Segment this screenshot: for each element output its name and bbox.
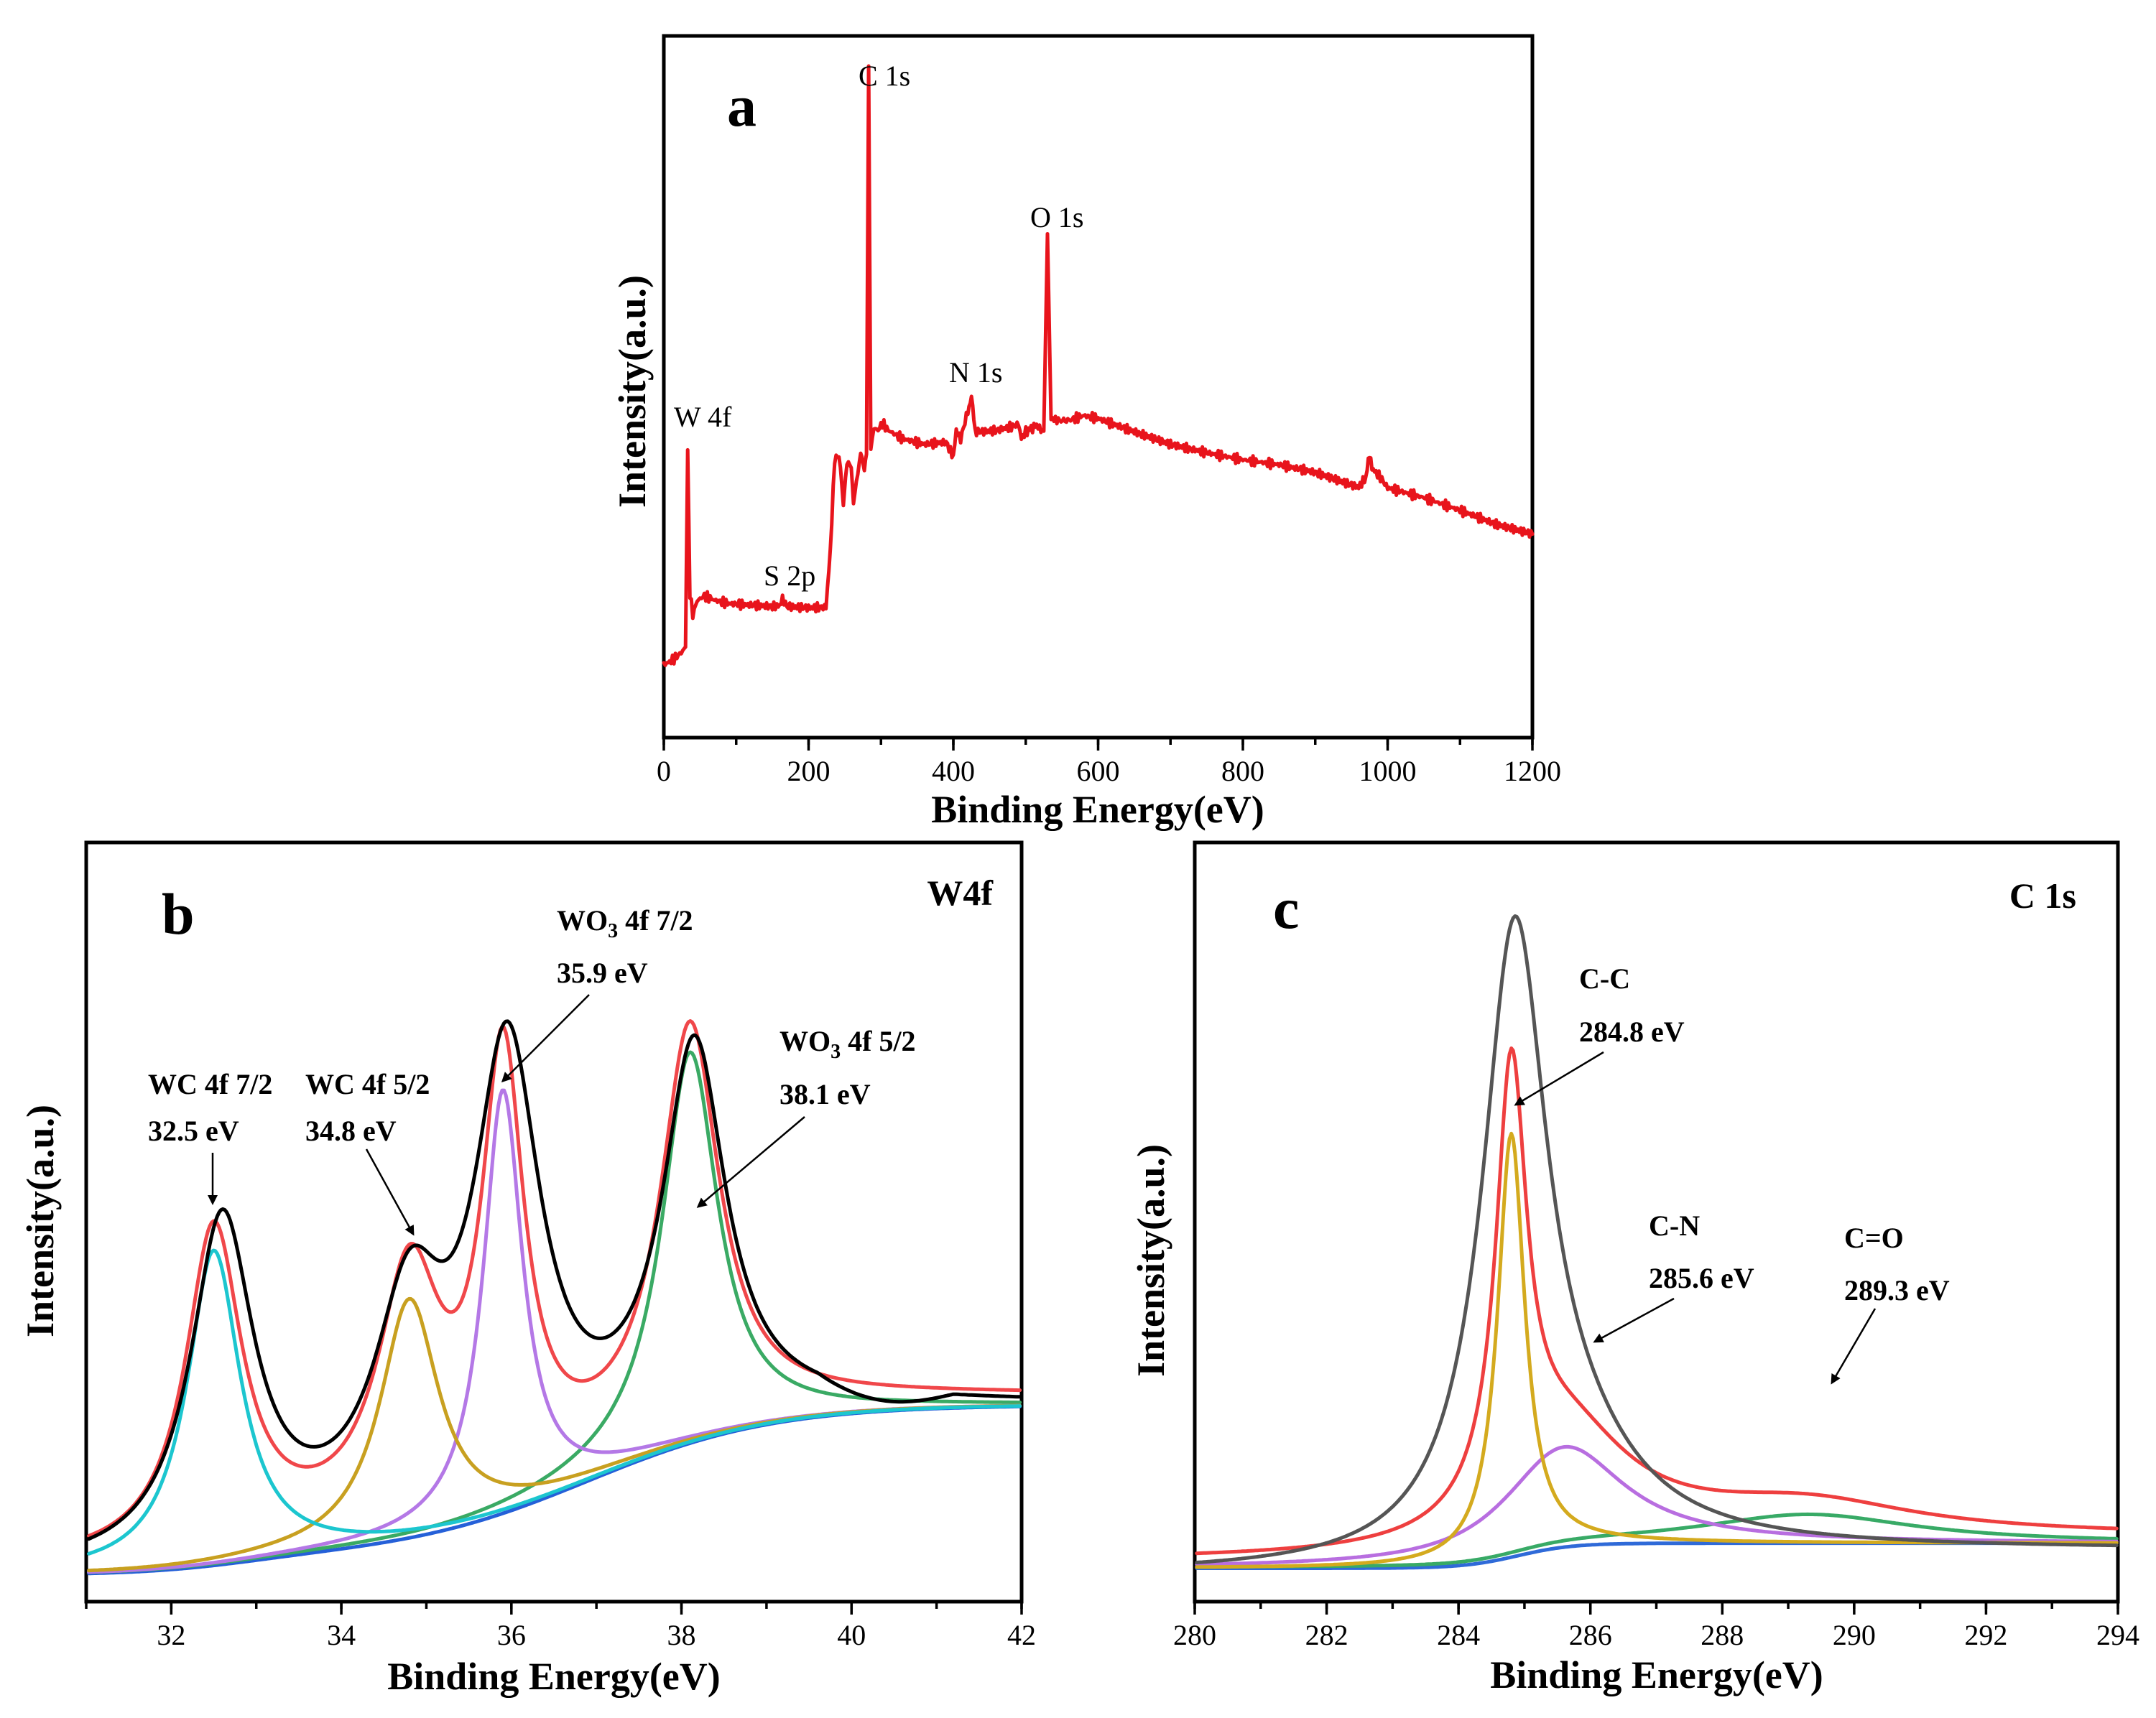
arrow-cn	[1593, 1297, 1675, 1343]
wo72-name-prefix: WO	[557, 904, 608, 937]
series-c-o	[1195, 1512, 2119, 1569]
wc72-value: 32.5 eV	[148, 1115, 239, 1147]
peak-label-n1s: N 1s	[949, 356, 1002, 389]
panel-b-title: W4f	[927, 873, 994, 913]
x-tick-label: 282	[1305, 1619, 1348, 1651]
arrow-wo72	[501, 994, 590, 1083]
x-tick-label: 294	[2096, 1619, 2139, 1651]
wc52-name: WC 4f 5/2	[305, 1068, 430, 1100]
panel-c-arrows	[1514, 1051, 1877, 1385]
wo72-name-sub: 3	[608, 920, 618, 942]
panel-c-title: C 1s	[2009, 876, 2076, 916]
peak-label-o1s: O 1s	[1030, 201, 1083, 233]
panel-c-letter: c	[1273, 876, 1299, 941]
panel-b-xlabel: Binding Energy(eV)	[387, 1655, 721, 1698]
x-tick-label: 290	[1833, 1619, 1876, 1651]
peak-label-s2p: S 2p	[764, 559, 815, 592]
cn-value: 285.6 eV	[1649, 1262, 1754, 1294]
panel-b-ticks: 32 34 36 38 40 42	[85, 1602, 1036, 1651]
wo72-name: WO3 4f 7/2	[557, 904, 693, 942]
x-tick-label: 292	[1964, 1619, 2007, 1651]
series-wc-4f-5-2	[87, 1296, 1022, 1573]
x-tick-label: 288	[1701, 1619, 1744, 1651]
series-wo3-4f-7-2	[87, 1088, 1022, 1574]
panel-a-xlabel: Binding Energy(eV)	[931, 788, 1264, 831]
panel-c-c1s: 280 282 284 286 288 290 292 294 c C 1s Binding …	[1129, 840, 2139, 1696]
x-tick-label: 1000	[1359, 755, 1417, 787]
series-c-c	[1195, 1131, 2119, 1569]
panel-c-xlabel: Binding Energy(eV)	[1490, 1653, 1823, 1696]
x-tick-label: 40	[837, 1619, 866, 1651]
co-name: C=O	[1844, 1222, 1904, 1254]
arrow-wo52	[696, 1116, 805, 1208]
wo52-value: 38.1 eV	[779, 1078, 871, 1110]
x-tick-label: 286	[1569, 1619, 1612, 1651]
x-tick-label: 800	[1221, 755, 1264, 787]
wo52-name-prefix: WO	[779, 1025, 831, 1057]
panel-a-frame	[662, 34, 1535, 740]
panel-a-letter: a	[727, 73, 757, 139]
arrow-co	[1831, 1308, 1877, 1385]
wo52-name-suffix: 4f 5/2	[841, 1025, 915, 1057]
co-value: 289.3 eV	[1844, 1274, 1950, 1306]
panel-b-frame	[84, 840, 1024, 1604]
x-tick-label: 38	[667, 1619, 696, 1651]
series-raw-data	[1195, 914, 2119, 1564]
wo52-name: WO3 4f 5/2	[779, 1025, 916, 1063]
x-tick-label: 34	[327, 1619, 356, 1651]
x-tick-label: 1200	[1504, 755, 1561, 787]
panel-c-curves	[1195, 914, 2119, 1570]
panel-a-ylabel: Intensity(a.u.)	[611, 275, 654, 508]
arrow-wc52	[365, 1148, 415, 1236]
x-tick-label: 42	[1007, 1619, 1036, 1651]
x-tick-label: 600	[1077, 755, 1120, 787]
x-tick-label: 400	[932, 755, 975, 787]
panel-b-curves	[87, 1019, 1022, 1576]
panel-b-ylabel: Intensity(a.u.)	[19, 1105, 62, 1337]
wo72-value: 35.9 eV	[557, 957, 648, 989]
series-survey-spectrum	[662, 64, 1535, 667]
panel-b-letter: b	[162, 881, 195, 947]
panel-b-arrows	[208, 994, 805, 1236]
x-tick-label: 284	[1437, 1619, 1480, 1651]
series-raw-data	[87, 1019, 1022, 1541]
series-wc-4f-7-2	[87, 1248, 1022, 1556]
panel-a-curves	[662, 64, 1535, 667]
peak-label-w4f: W 4f	[674, 401, 732, 433]
panel-a-survey: 0 200 400 600 800 1000 1200 a Binding Energy(e…	[611, 34, 1561, 831]
wo72-name-suffix: 4f 7/2	[618, 904, 693, 937]
x-tick-label: 280	[1173, 1619, 1216, 1651]
series-envelope	[87, 1019, 1022, 1538]
x-tick-label: 36	[497, 1619, 526, 1651]
panel-c-ylabel: Intensity(a.u.)	[1129, 1144, 1172, 1377]
cn-name: C-N	[1649, 1209, 1700, 1242]
wc52-value: 34.8 eV	[305, 1115, 397, 1147]
series-c-n	[1195, 1444, 2119, 1566]
wo52-name-sub: 3	[831, 1041, 841, 1063]
arrow-cc	[1514, 1051, 1604, 1106]
panel-c-ticks: 280 282 284 286 288 290 292 294	[1173, 1602, 2139, 1651]
x-tick-label: 0	[657, 755, 671, 787]
panel-b-w4f: 32 34 36 38 40 42 b W4f Binding Energy(eV) In…	[19, 840, 1036, 1698]
panel-a-ticks: 0 200 400 600 800 1000 1200	[657, 738, 1561, 787]
x-tick-label: 200	[787, 755, 831, 787]
x-tick-label: 32	[157, 1619, 185, 1651]
wc72-name: WC 4f 7/2	[148, 1068, 272, 1100]
cc-value: 284.8 eV	[1579, 1016, 1685, 1048]
peak-label-c1s: C 1s	[859, 60, 910, 92]
cc-name: C-C	[1579, 962, 1630, 995]
